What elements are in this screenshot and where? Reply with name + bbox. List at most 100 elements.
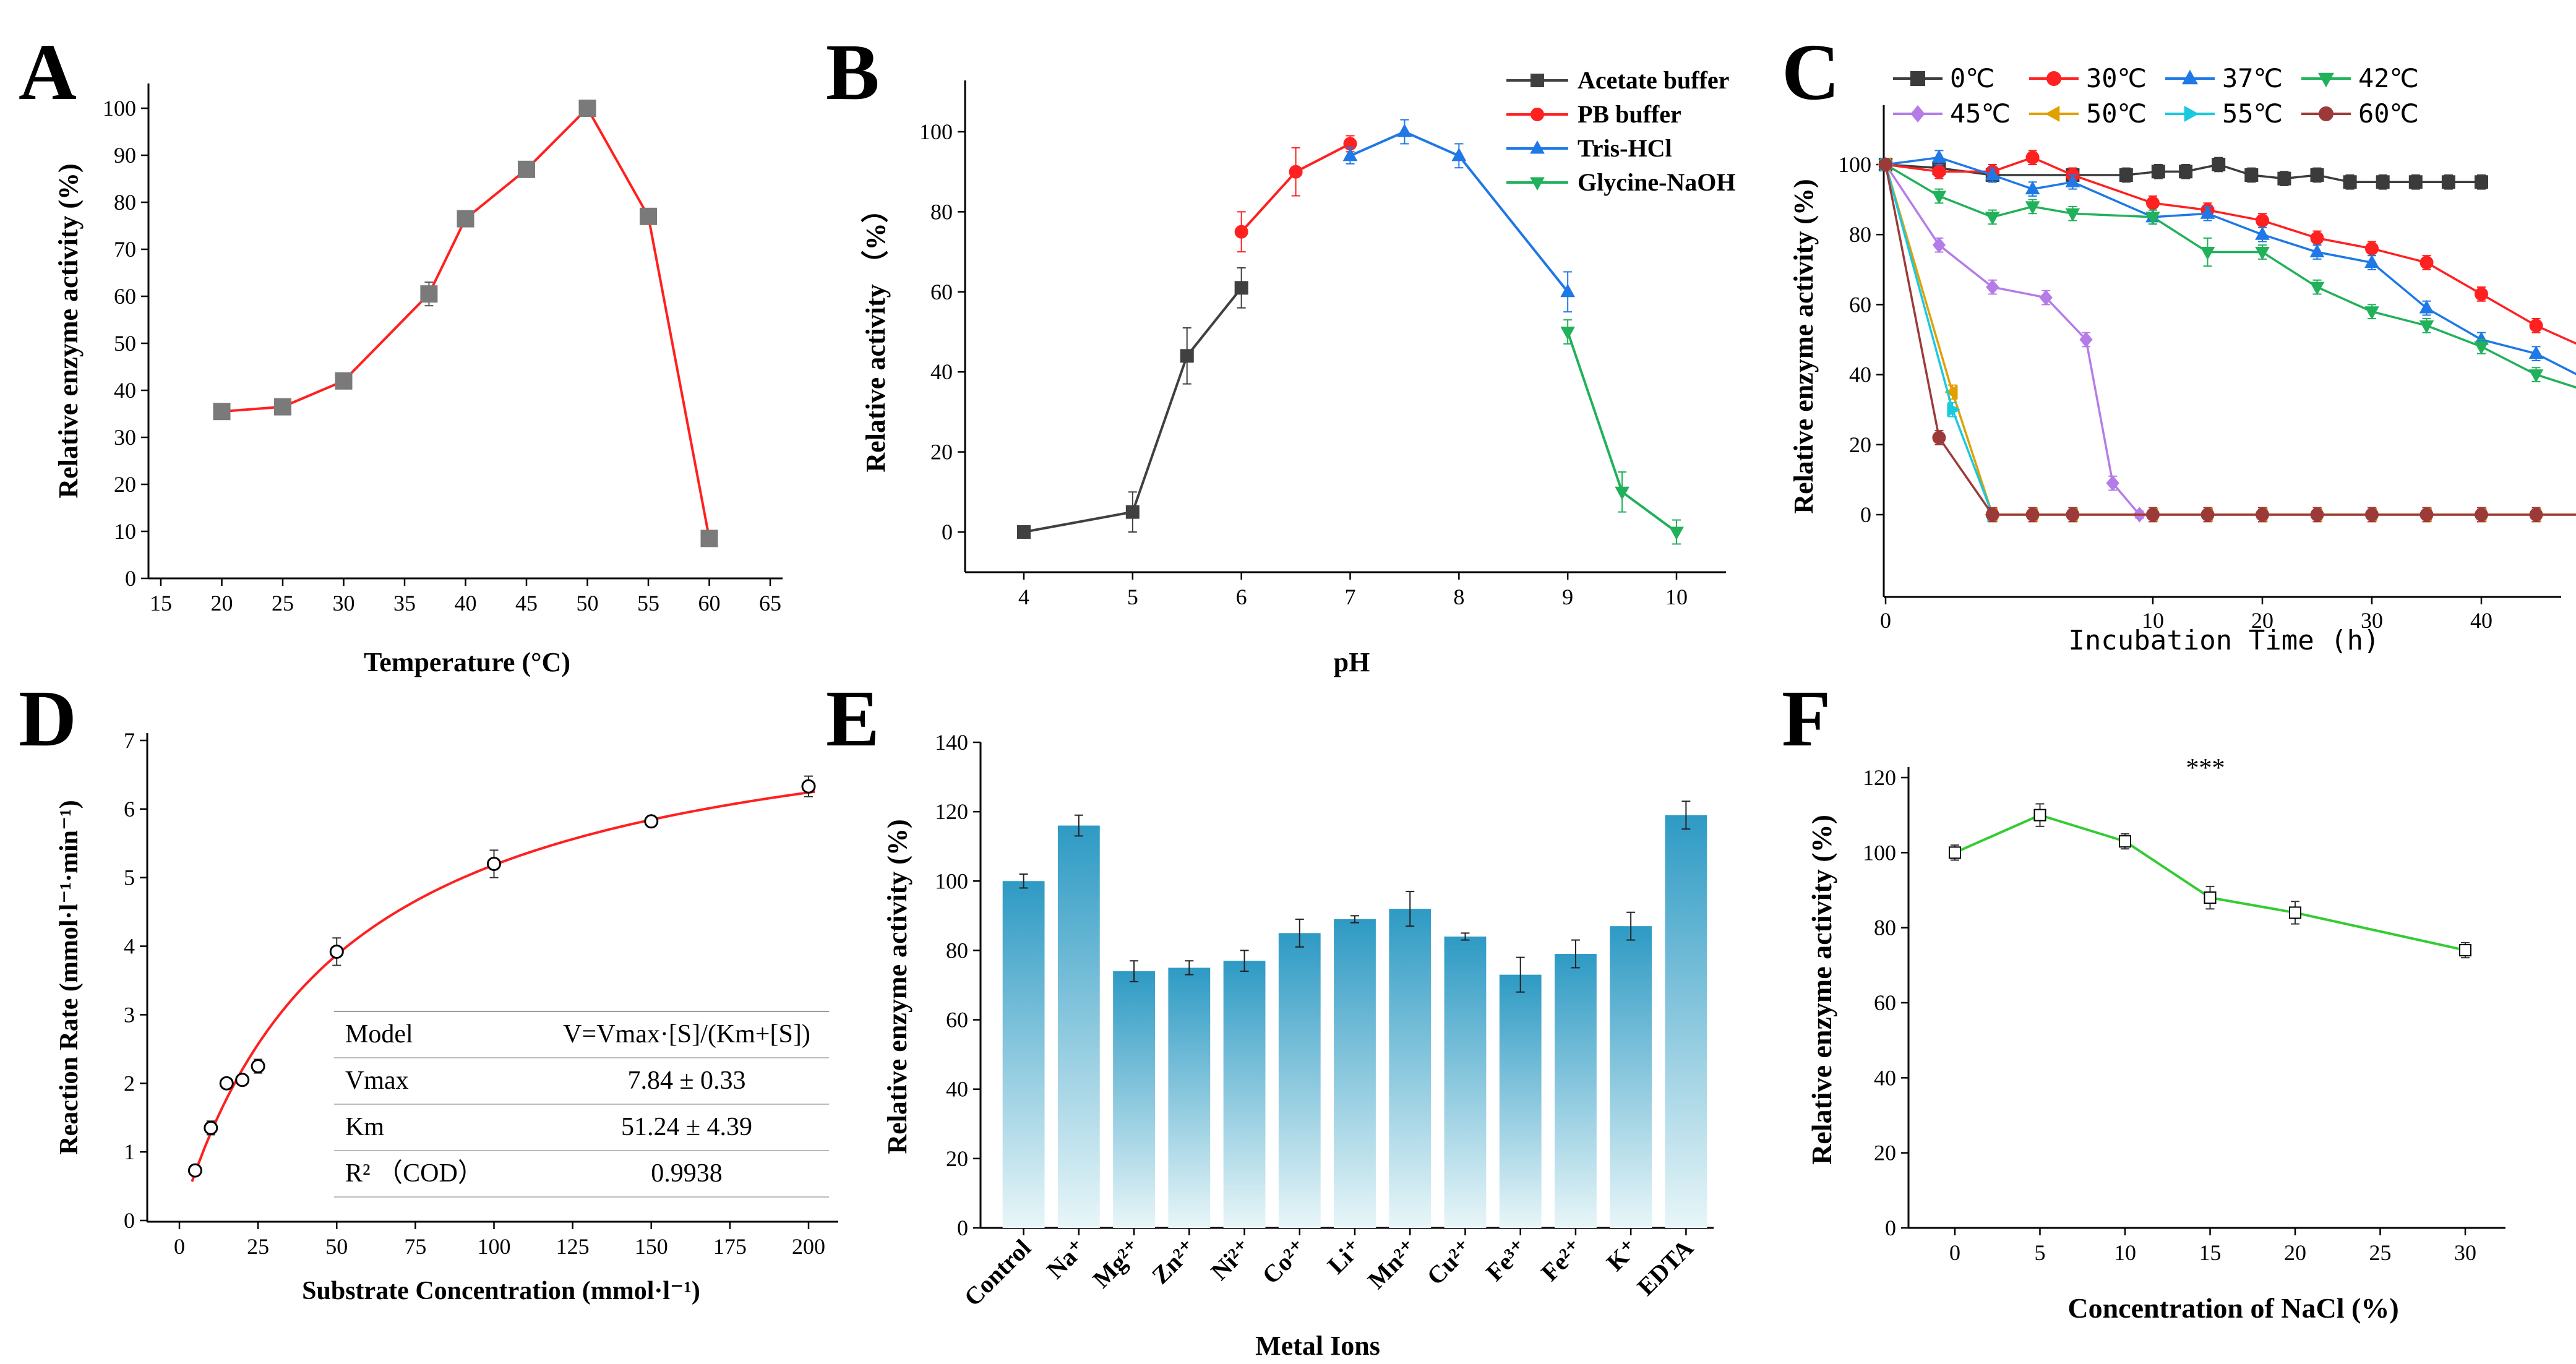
x-tick-label: Zn²⁺ [1146,1234,1202,1290]
data-point [2310,231,2324,245]
panel-letter-F: F [1782,674,1831,763]
x-tick-label: 30 [333,591,355,616]
series-line [1885,156,2576,345]
data-point [2475,175,2488,189]
legend-marker [2045,106,2060,122]
data-point [1125,505,1140,519]
data-point [2200,508,2215,521]
legend-marker [1910,105,1925,122]
y-tick-label: 7 [124,728,135,753]
data-point [1451,147,1467,161]
data-point [1932,165,1946,179]
y-tick-label: 120 [935,799,968,824]
x-tick-label: 30 [2361,608,2383,633]
table-value: 7.84 ± 0.33 [627,1066,745,1095]
data-point [2039,290,2053,306]
y-tick-label: 6 [124,797,135,821]
x-axis-label: Concentration of NaCl (%) [2067,1292,2398,1324]
x-tick-label: Control [958,1234,1036,1312]
x-tick-label: Li⁺ [1322,1234,1367,1279]
table-label: Model [345,1020,413,1049]
data-point [2256,213,2269,228]
x-tick-label: 20 [2251,608,2273,633]
data-point [2475,287,2488,301]
data-point [2256,508,2269,521]
data-point [2212,158,2226,171]
data-point [2179,165,2193,179]
y-axis-label: Relative enzyme activity (%) [1788,179,1819,513]
data-point [1985,212,2000,225]
data-point [335,372,353,390]
x-tick-label: 150 [635,1234,668,1259]
data-point [2255,247,2270,260]
data-point [2309,281,2325,296]
x-tick-label: 75 [404,1234,426,1259]
y-tick-label: 40 [1849,362,1871,387]
x-tick-label: 40 [2470,608,2492,633]
x-tick-label: 65 [759,591,781,616]
data-point [2025,150,2040,165]
bar [1002,881,1045,1228]
y-tick-label: 80 [114,190,136,215]
panel-letter-A: A [19,28,77,117]
x-tick-label: Ni²⁺ [1205,1234,1257,1286]
x-axis-label: Incubation Time (h) [2068,625,2379,656]
data-point [2419,300,2434,314]
data-point [2025,201,2040,215]
x-tick-label: 8 [1453,585,1464,609]
series-line [1885,163,2481,184]
y-tick-label: 80 [1849,222,1871,247]
data-point [2200,247,2215,260]
y-axis-label: Reaction Rate (mmol·l⁻¹·min⁻¹) [55,800,84,1154]
bar [1278,933,1321,1228]
x-tick-label: Mn²⁺ [1362,1234,1423,1295]
legend-marker [1531,108,1544,121]
x-tick-label: 5 [2035,1240,2046,1265]
series-line [221,106,711,539]
data-point [700,530,718,547]
x-tick-label: 200 [792,1234,825,1259]
y-tick-label: 70 [114,237,136,262]
bar [1113,971,1155,1228]
x-tick-label: 5 [1127,585,1138,609]
x-tick-label: 50 [577,591,599,616]
panel-C: 0204060801000102030405060Incubation Time… [1788,63,2576,656]
x-axis-label: Substrate Concentration (mmol·l⁻¹) [302,1277,700,1305]
data-point [1985,508,1999,521]
data-point [1879,158,1892,171]
bar [1499,974,1542,1228]
y-tick-label: 0 [942,520,953,544]
data-point [487,857,501,872]
legend-label: 55℃ [2222,98,2283,129]
bar [1223,961,1266,1228]
data-point [2310,168,2324,182]
x-tick-label: 4 [1018,585,1029,609]
y-tick-label: 4 [124,934,135,959]
bar [1389,909,1432,1228]
legend-marker [2182,69,2198,85]
data-point [2277,171,2291,186]
data-point [1560,283,1576,298]
legend-label: Glycine-NaOH [1578,168,1736,196]
data-point [1342,147,1358,161]
y-axis-label: Relative activity （%） [861,195,891,472]
y-tick-label: 60 [114,284,136,309]
data-point [251,1059,265,1074]
y-tick-label: 30 [114,425,136,450]
panel-letter-D: D [19,674,77,763]
y-tick-label: 20 [1849,432,1871,457]
y-tick-label: 5 [124,865,135,890]
x-tick-label: 175 [713,1234,747,1259]
data-point [1017,525,1031,539]
legend-label: PB buffer [1578,100,1681,128]
bar [1057,825,1100,1228]
y-tick-label: 20 [1874,1141,1896,1165]
x-tick-label: 125 [556,1234,590,1259]
y-tick-label: 2 [124,1071,135,1096]
series-line [1349,130,1569,293]
data-point [1180,349,1194,363]
data-point [1985,166,2000,181]
x-tick-label: 6 [1236,585,1247,609]
data-point [2419,320,2434,334]
legend-label: Tris-HCl [1578,134,1672,162]
